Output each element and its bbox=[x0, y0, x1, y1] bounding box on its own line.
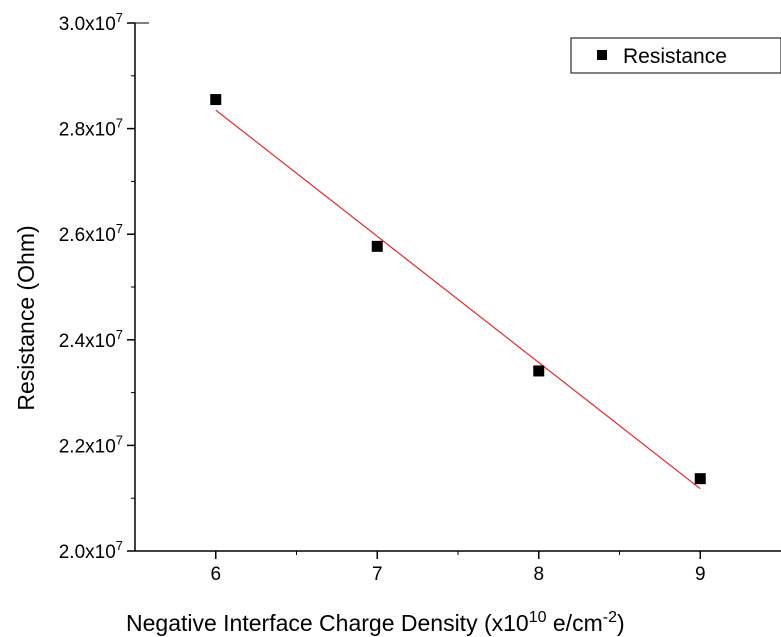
data-point bbox=[694, 473, 706, 485]
y-tick-label: 2.4x107 bbox=[59, 327, 123, 352]
x-tick-label: 6 bbox=[210, 564, 221, 585]
y-tick-label: 2.8x107 bbox=[59, 116, 123, 141]
y-tick-label: 2.2x107 bbox=[59, 432, 123, 457]
fit-line bbox=[215, 109, 701, 490]
x-axis-title-mid: e/cm bbox=[547, 610, 603, 636]
x-axis-ticks: 6 7 8 9 bbox=[210, 551, 706, 585]
y-tick-label: 3.0x107 bbox=[59, 10, 123, 35]
y-axis-title: Resistance (Ohm) bbox=[13, 225, 39, 410]
x-axis-title-end: ) bbox=[617, 610, 625, 636]
x-axis-title-exp1: 10 bbox=[529, 609, 547, 626]
y-tick-label: 2.0x107 bbox=[59, 538, 123, 563]
x-axis-title-main: Negative Interface Charge Density (x10 bbox=[126, 610, 529, 636]
legend-label: Resistance bbox=[623, 45, 727, 68]
legend: Resistance bbox=[570, 37, 781, 74]
x-tick-label: 7 bbox=[372, 564, 383, 585]
x-tick-label: 8 bbox=[533, 564, 544, 585]
y-axis-ticks: 2.0x107 2.2x107 2.4x107 2.6x107 2.8x107 3.0x1… bbox=[59, 10, 135, 563]
data-point bbox=[533, 365, 545, 377]
legend-marker bbox=[597, 50, 607, 60]
data-marks bbox=[210, 94, 706, 490]
data-point bbox=[371, 240, 383, 252]
x-axis-title-exp2: -2 bbox=[603, 609, 617, 626]
x-axis-title: Negative Interface Charge Density (x1010… bbox=[126, 609, 625, 636]
plot-area bbox=[134, 22, 781, 552]
x-tick-label: 9 bbox=[695, 564, 706, 585]
data-point bbox=[210, 94, 222, 106]
y-tick-label: 2.6x107 bbox=[59, 221, 123, 246]
